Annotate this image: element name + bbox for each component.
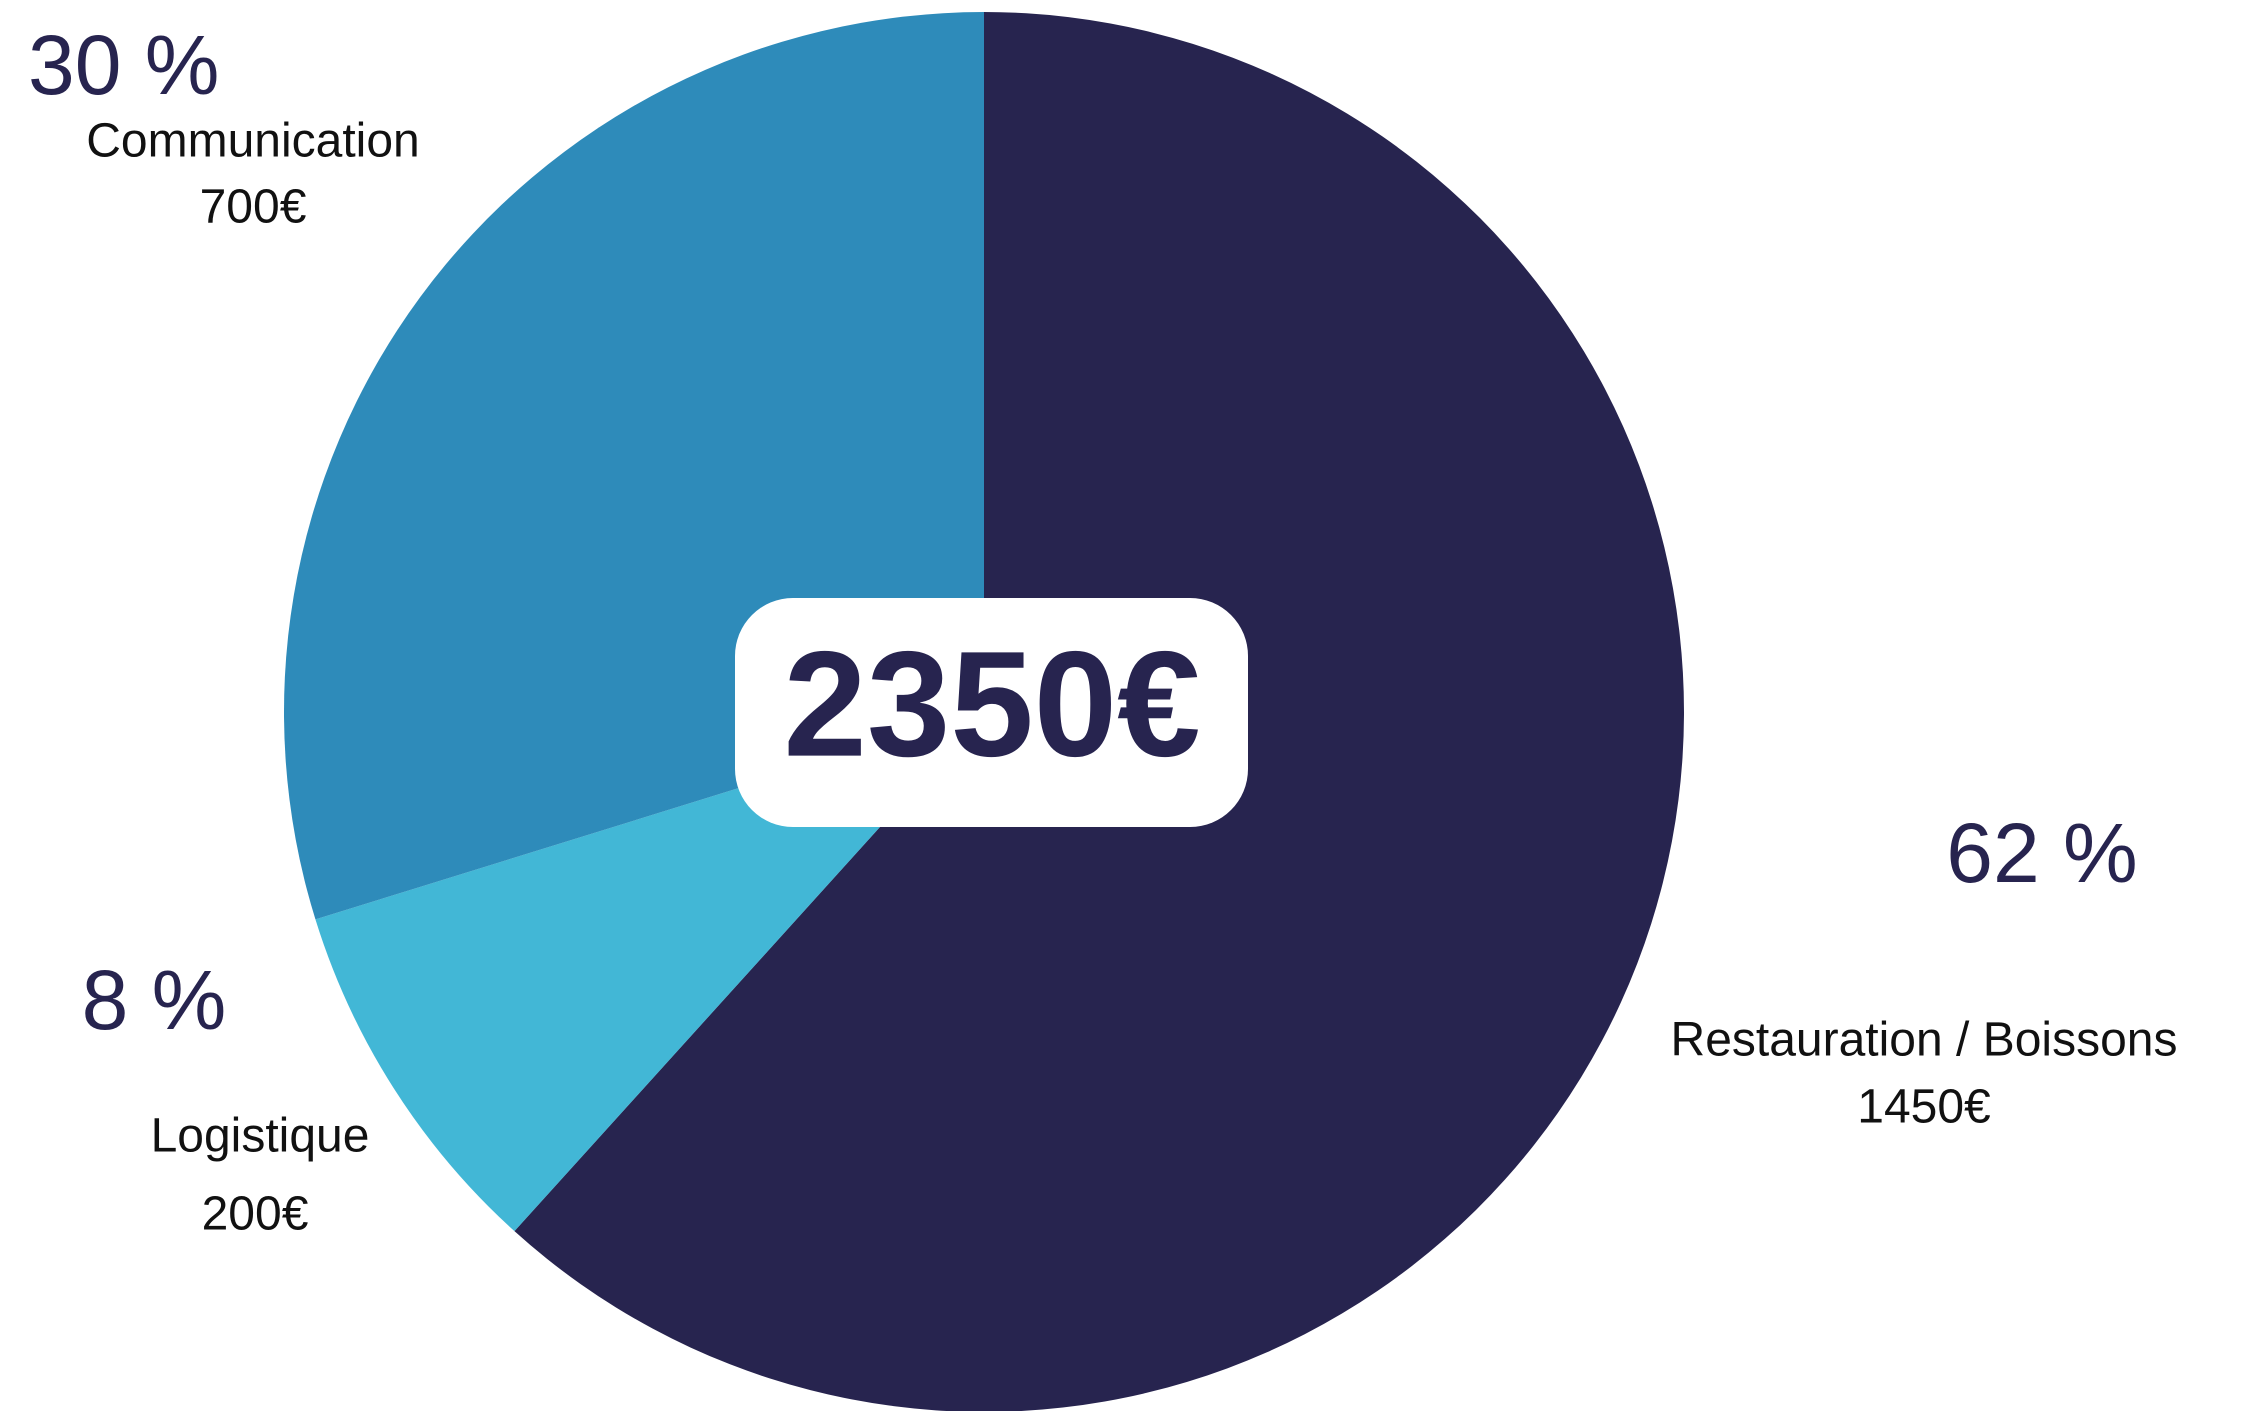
category-label: Logistique xyxy=(151,1110,370,1163)
value-label: 200€ xyxy=(202,1188,309,1241)
percent-label: 62 % xyxy=(1946,806,2137,900)
slice xyxy=(315,712,985,1232)
percent-label: 30 % xyxy=(28,18,219,112)
total-box xyxy=(735,598,1248,827)
percent-label: 8 % xyxy=(82,953,227,1047)
value-label: 700€ xyxy=(200,181,307,234)
total-label: 2350€ xyxy=(783,620,1200,788)
category-label: Communication xyxy=(86,115,419,168)
category-label: Restauration / Boissons xyxy=(1671,1014,2178,1067)
value-label: 1450€ xyxy=(1857,1081,1991,1134)
